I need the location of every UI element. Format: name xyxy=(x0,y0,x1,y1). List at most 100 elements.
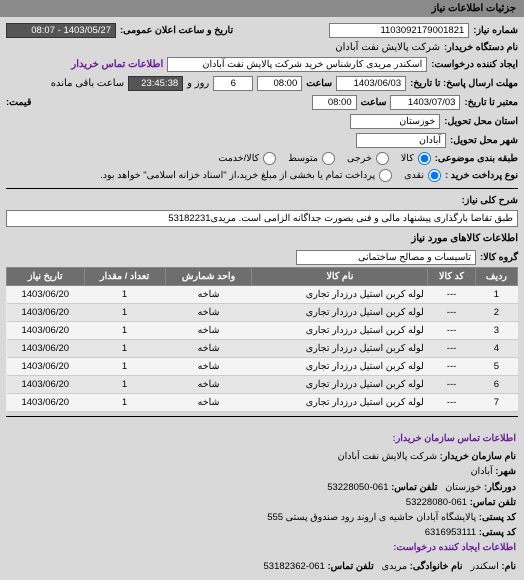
f-city: آبادان xyxy=(471,466,493,477)
table-cell: --- xyxy=(428,286,475,304)
deadline-label: مهلت ارسال پاسخ: تا تاریخ: xyxy=(410,78,518,89)
f-post-l: کد پستی: xyxy=(479,527,516,538)
table-cell: لوله کربن استیل درزدار تجاری xyxy=(252,286,428,304)
priority-opt-3: کالا/خدمت xyxy=(218,153,259,164)
table-cell: --- xyxy=(428,322,475,340)
deliv-prov-label: استان محل تحویل: xyxy=(444,116,518,127)
table-cell: 1 xyxy=(475,286,517,304)
table-cell: لوله کربن استیل درزدار تجاری xyxy=(252,376,428,394)
f-name-l: نام: xyxy=(501,561,516,572)
separator-1 xyxy=(6,188,518,189)
table-cell: شاخه xyxy=(165,304,252,322)
deliv-prov: خوزستان xyxy=(350,114,440,129)
table-row[interactable]: 7---لوله کربن استیل درزدار تجاریشاخه1140… xyxy=(7,394,518,412)
f-phone2-l: تلفن تماس: xyxy=(327,561,373,572)
f-org: شرکت پالایش نفت آبادان xyxy=(338,451,438,462)
f-fam-l: نام خانوادگی: xyxy=(410,561,463,572)
f-phone-l: تلفن تماس: xyxy=(391,482,437,493)
footer: اطلاعات تماس سازمان خریدار: نام سازمان خ… xyxy=(0,425,524,580)
f-name: اسکندر xyxy=(470,561,498,572)
footer-header-1: اطلاعات تماس سازمان خریدار: xyxy=(8,431,516,446)
f-phone2: 061-53182362 xyxy=(264,561,325,572)
col-3[interactable]: واحد شمارش xyxy=(165,268,252,286)
goods-header: اطلاعات کالاهای مورد نیاز xyxy=(6,229,518,248)
req-no-field: 1103092179001821 xyxy=(329,23,469,38)
table-cell: 1 xyxy=(84,376,165,394)
f-phone: 061-53228050 xyxy=(327,482,388,493)
announce-label: تاریخ و ساعت اعلان عمومی: xyxy=(120,25,233,36)
requester-field: اسکندر مریدی کارشناس خرید شرکت پالایش نف… xyxy=(167,57,427,72)
group-value: تاسیسات و مصالح ساختمانی xyxy=(296,250,476,265)
deadline-date: 1403/06/03 xyxy=(336,76,406,91)
desc-label: شرح کلی نیاز: xyxy=(462,195,518,206)
time-label-1: ساعت xyxy=(306,78,332,89)
table-row[interactable]: 4---لوله کربن استیل درزدار تجاریشاخه1140… xyxy=(7,340,518,358)
table-cell: شاخه xyxy=(165,376,252,394)
col-5[interactable]: تاریخ نیاز xyxy=(7,268,85,286)
table-cell: 1403/06/20 xyxy=(7,286,85,304)
footer-header-2: اطلاعات ایجاد کننده درخواست: xyxy=(8,540,516,555)
table-cell: 1403/06/20 xyxy=(7,376,85,394)
table-cell: 5 xyxy=(475,358,517,376)
col-2[interactable]: نام کالا xyxy=(252,268,428,286)
f-fax-l: تلفن تماس: xyxy=(470,497,516,508)
deliv-city: آبادان xyxy=(356,133,446,148)
priority-radio-3[interactable] xyxy=(263,152,276,165)
items-table: ردیف کد کالا نام کالا واحد شمارش تعداد /… xyxy=(6,267,518,412)
table-cell: --- xyxy=(428,358,475,376)
table-row[interactable]: 6---لوله کربن استیل درزدار تجاریشاخه1140… xyxy=(7,376,518,394)
buyer-org-value: شرکت پالایش نفت آبادان xyxy=(335,42,440,53)
table-cell: لوله کربن استیل درزدار تجاری xyxy=(252,322,428,340)
f-prov: خوزستان xyxy=(445,482,481,493)
col-1[interactable]: کد کالا xyxy=(428,268,475,286)
table-cell: شاخه xyxy=(165,286,252,304)
time-label-2: ساعت xyxy=(361,97,387,108)
col-0[interactable]: ردیف xyxy=(475,268,517,286)
priority-radio-2[interactable] xyxy=(322,152,335,165)
table-cell: 3 xyxy=(475,322,517,340)
hms-remain: 23:45:38 xyxy=(128,76,183,91)
table-cell: 1403/06/20 xyxy=(7,340,85,358)
pay-radio-0[interactable] xyxy=(428,169,441,182)
table-cell: لوله کربن استیل درزدار تجاری xyxy=(252,340,428,358)
pay-label: نوع پرداخت خرید : xyxy=(445,170,518,181)
requester-label: ایجاد کننده درخواست: xyxy=(431,59,518,70)
contact-link[interactable]: اطلاعات تماس خریدار xyxy=(71,59,163,70)
f-post: 6316953111 xyxy=(425,527,476,538)
f-org-l: نام سازمان خریدار: xyxy=(440,451,516,462)
f-fam: مریدی xyxy=(382,561,407,572)
table-cell: 1 xyxy=(84,322,165,340)
priority-label: طبقه بندی موضوعی: xyxy=(435,153,518,164)
table-row[interactable]: 1---لوله کربن استیل درزدار تجاریشاخه1140… xyxy=(7,286,518,304)
table-cell: 1 xyxy=(84,358,165,376)
priority-radio-0[interactable] xyxy=(418,152,431,165)
table-cell: 1403/06/20 xyxy=(7,304,85,322)
f-prov-l: دورنگار: xyxy=(484,482,516,493)
table-row[interactable]: 3---لوله کربن استیل درزدار تجاریشاخه1140… xyxy=(7,322,518,340)
table-cell: 4 xyxy=(475,340,517,358)
payment-row: نوع پرداخت خرید : نقدی پرداخت تمام یا بخ… xyxy=(6,167,518,184)
table-cell: شاخه xyxy=(165,340,252,358)
table-row[interactable]: 2---لوله کربن استیل درزدار تجاریشاخه1140… xyxy=(7,304,518,322)
priority-opt-0: کالا xyxy=(401,153,414,164)
table-cell: 1403/06/20 xyxy=(7,394,85,412)
days-remain-label: روز و xyxy=(187,78,209,89)
buyer-org-label: نام دستگاه خریدار: xyxy=(444,42,518,53)
valid-label: معتبر تا تاریخ: xyxy=(464,97,518,108)
table-cell: --- xyxy=(428,340,475,358)
pay-opt-1: پرداخت تمام یا بخشی از مبلغ خرید،از "اسن… xyxy=(100,170,375,181)
col-4[interactable]: تعداد / مقدار xyxy=(84,268,165,286)
table-cell: --- xyxy=(428,376,475,394)
priority-opt-1: خرجی xyxy=(347,153,372,164)
hms-label: ساعت باقی مانده xyxy=(51,78,124,89)
pay-radio-1[interactable] xyxy=(379,169,392,182)
table-cell: لوله کربن استیل درزدار تجاری xyxy=(252,358,428,376)
table-cell: 2 xyxy=(475,304,517,322)
priority-radio-1[interactable] xyxy=(376,152,389,165)
table-cell: 6 xyxy=(475,376,517,394)
f-addr: پالایشگاه آبادان حاشیه ی اروند رود صندوق… xyxy=(267,512,476,523)
table-row[interactable]: 5---لوله کربن استیل درزدار تجاریشاخه1140… xyxy=(7,358,518,376)
separator-2 xyxy=(6,416,518,417)
f-city-l: شهر: xyxy=(495,466,516,477)
table-cell: 1 xyxy=(84,394,165,412)
